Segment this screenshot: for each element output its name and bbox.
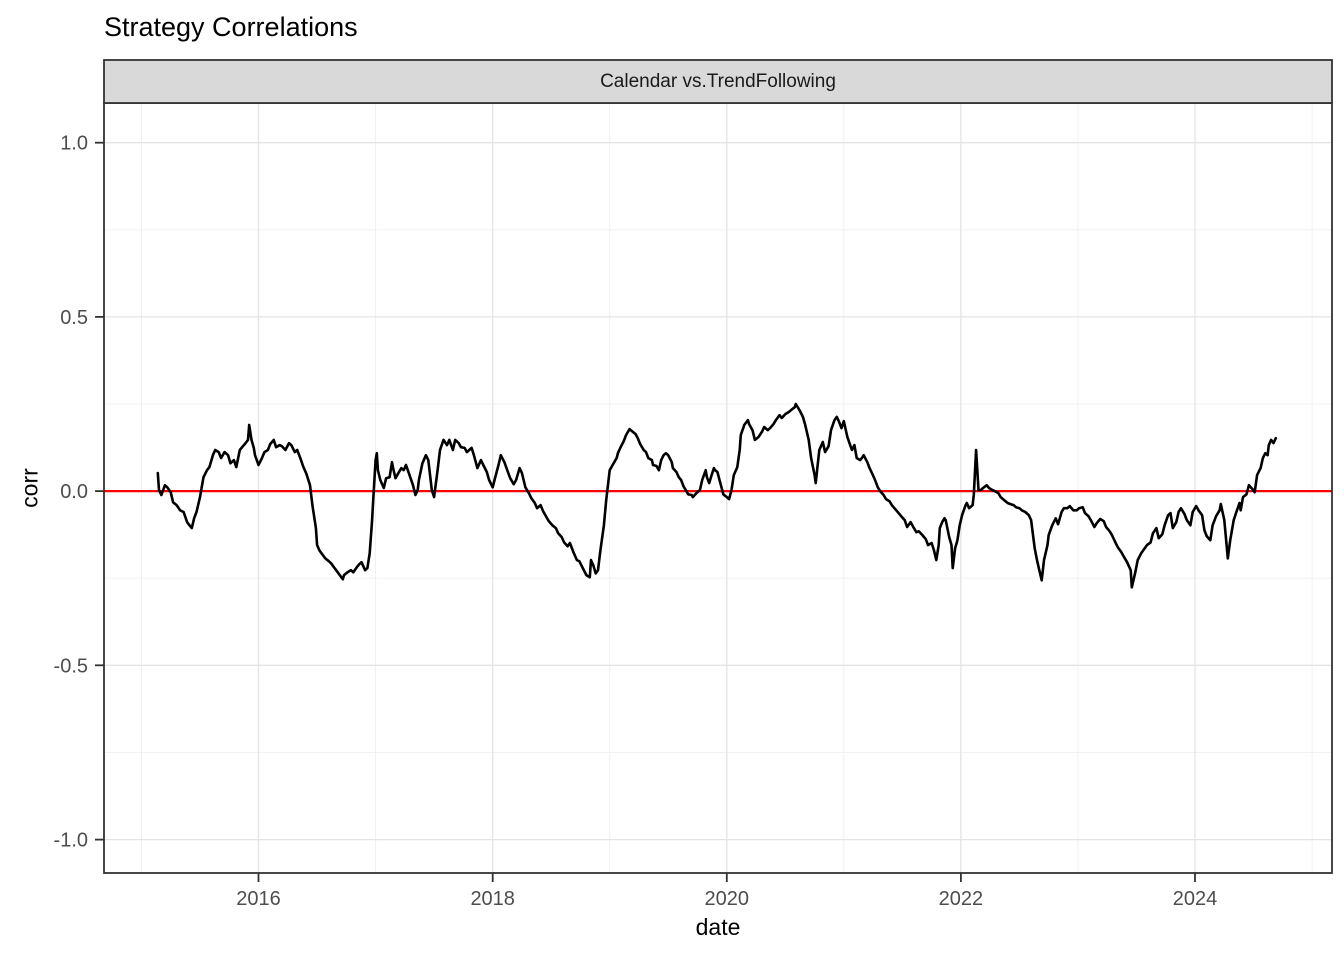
x-tick-label: 2020: [705, 888, 750, 910]
facet-strip: [103, 59, 1333, 104]
x-tick-label: 2018: [470, 888, 515, 910]
x-axis-title: date: [695, 914, 741, 940]
correlation-line: [156, 402, 1278, 589]
x-tick-label: 2022: [939, 888, 984, 910]
plot-title: Strategy Correlations: [104, 12, 358, 42]
y-tick-label: -0.5: [54, 655, 88, 677]
x-tick-label: 2016: [236, 888, 281, 910]
facet-strip-label: Calendar vs.TrendFollowing: [600, 71, 836, 92]
y-tick-label: 1.0: [60, 133, 88, 155]
panel-background: [104, 103, 1332, 873]
x-tick-label: 2024: [1173, 888, 1218, 910]
y-tick-label: 0.0: [60, 481, 88, 503]
y-axis-title-text: corr: [16, 468, 43, 508]
y-tick-label: -1.0: [54, 830, 88, 852]
y-tick-label: 0.5: [60, 307, 88, 329]
